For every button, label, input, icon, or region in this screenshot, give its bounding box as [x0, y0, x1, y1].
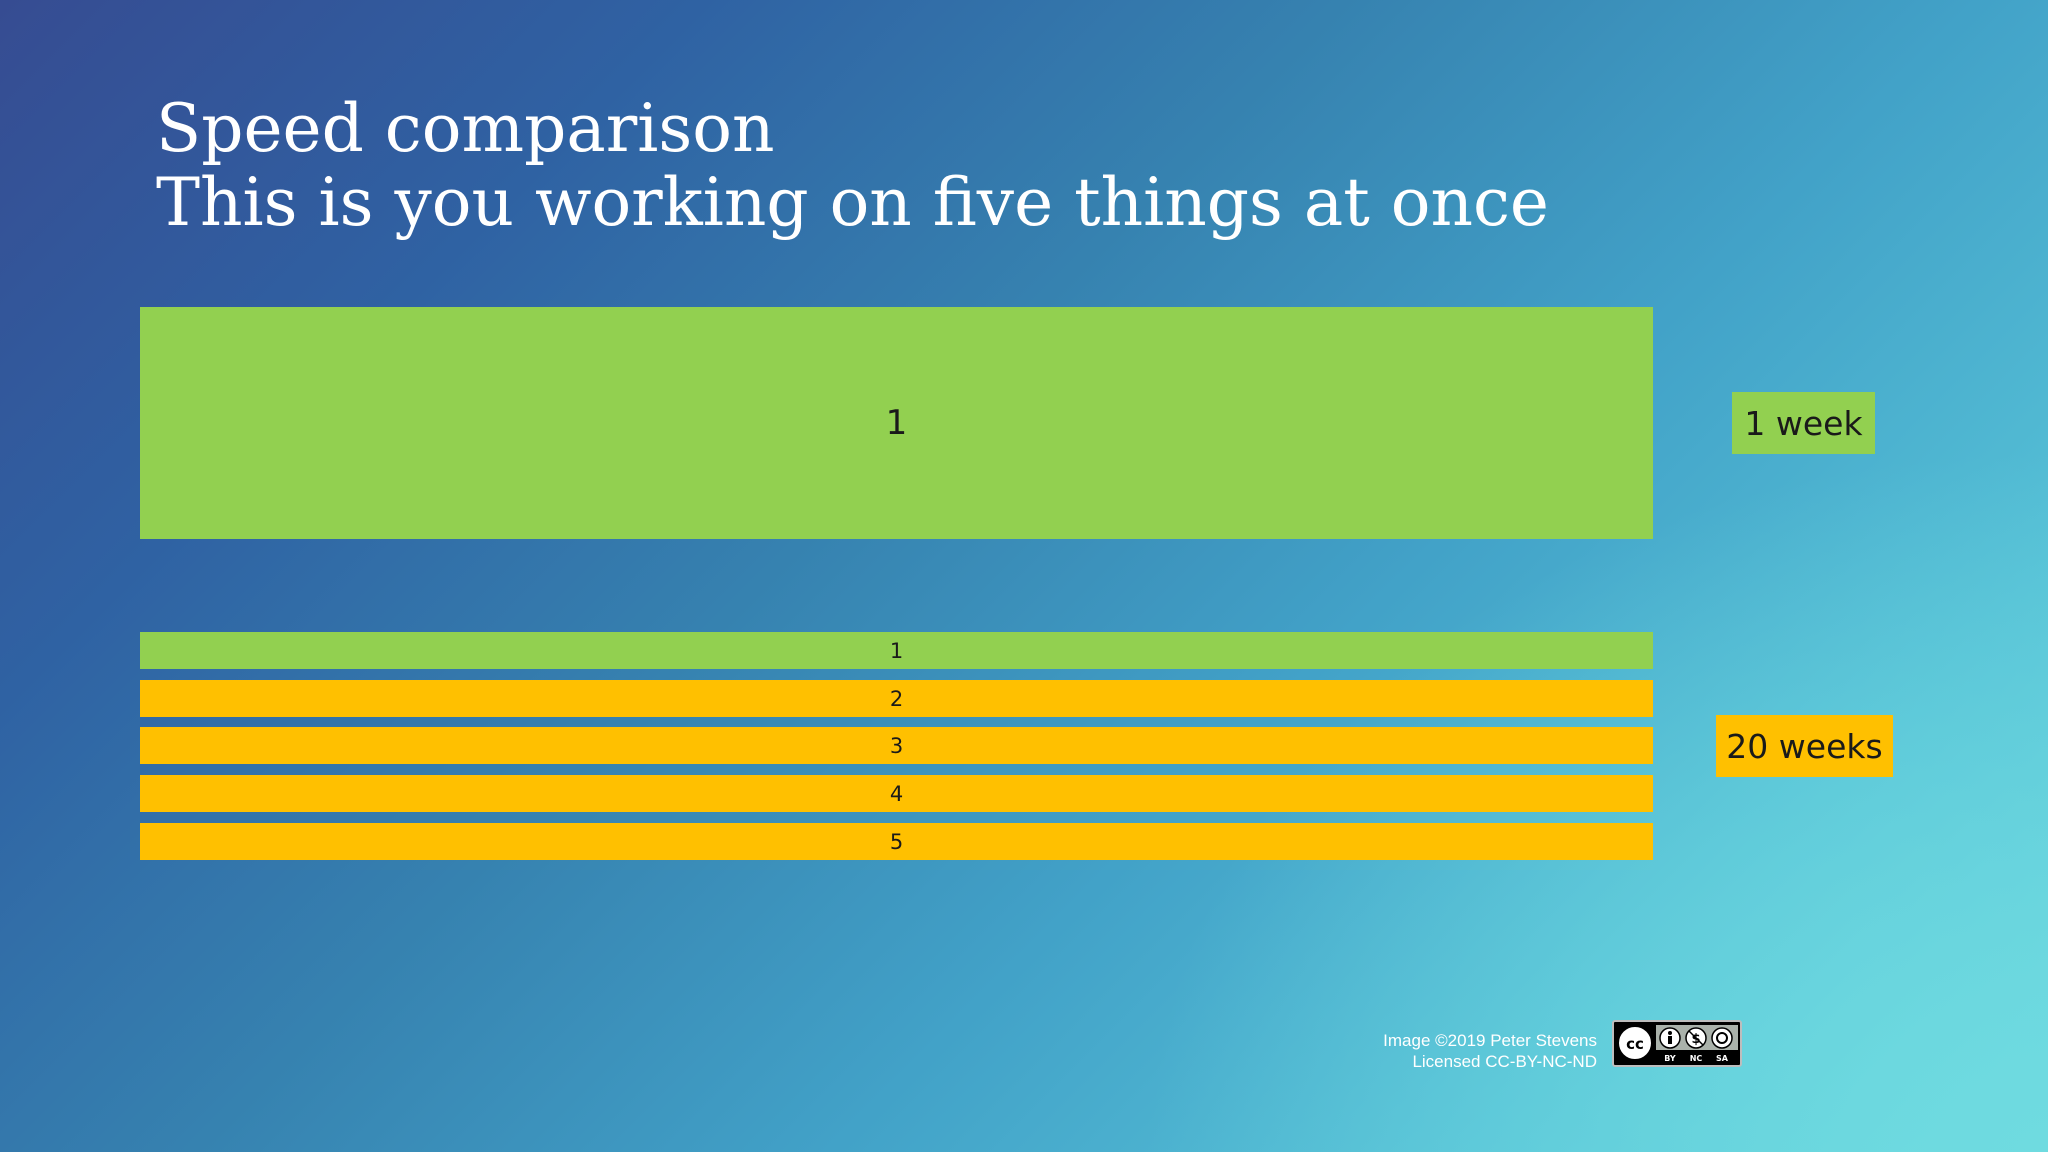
single-task-duration: 1 week: [1732, 392, 1875, 454]
credit-line-1: Image ©2019 Peter Stevens: [1383, 1031, 1597, 1050]
slide-title: Speed comparison This is you working on …: [156, 92, 1756, 240]
multi-task-duration: 20 weeks: [1716, 715, 1893, 777]
single-task-bar-label: 1: [885, 403, 908, 443]
title-line-2: This is you working on five things at on…: [156, 164, 1549, 241]
license-label-nc: NC: [1690, 1054, 1703, 1063]
image-credit: Image ©2019 Peter Stevens Licensed CC-BY…: [1383, 1030, 1597, 1072]
multi-task-bar-label: 3: [889, 733, 904, 758]
multi-task-bar-label: 1: [889, 638, 904, 663]
multi-task-bar-3: 3: [140, 727, 1653, 764]
svg-text:$: $: [1691, 1032, 1700, 1047]
multi-task-bar-1: 1: [140, 632, 1653, 669]
multi-task-bar-2: 2: [140, 680, 1653, 717]
multi-task-bar-label: 4: [889, 781, 904, 806]
single-task-bar: 1: [140, 307, 1653, 539]
multi-task-bar-label: 5: [889, 829, 904, 854]
license-label-sa: SA: [1716, 1054, 1729, 1063]
multi-task-bar-label: 2: [889, 686, 904, 711]
multi-task-bar-5: 5: [140, 823, 1653, 860]
license-label-by: BY: [1664, 1054, 1676, 1063]
credit-line-2: Licensed CC-BY-NC-ND: [1412, 1052, 1597, 1071]
title-line-1: Speed comparison: [156, 90, 775, 167]
svg-text:cc: cc: [1626, 1035, 1644, 1053]
creative-commons-by-nc-sa-icon: cc $ BY NC SA: [1612, 1020, 1742, 1067]
multi-task-bar-4: 4: [140, 775, 1653, 812]
